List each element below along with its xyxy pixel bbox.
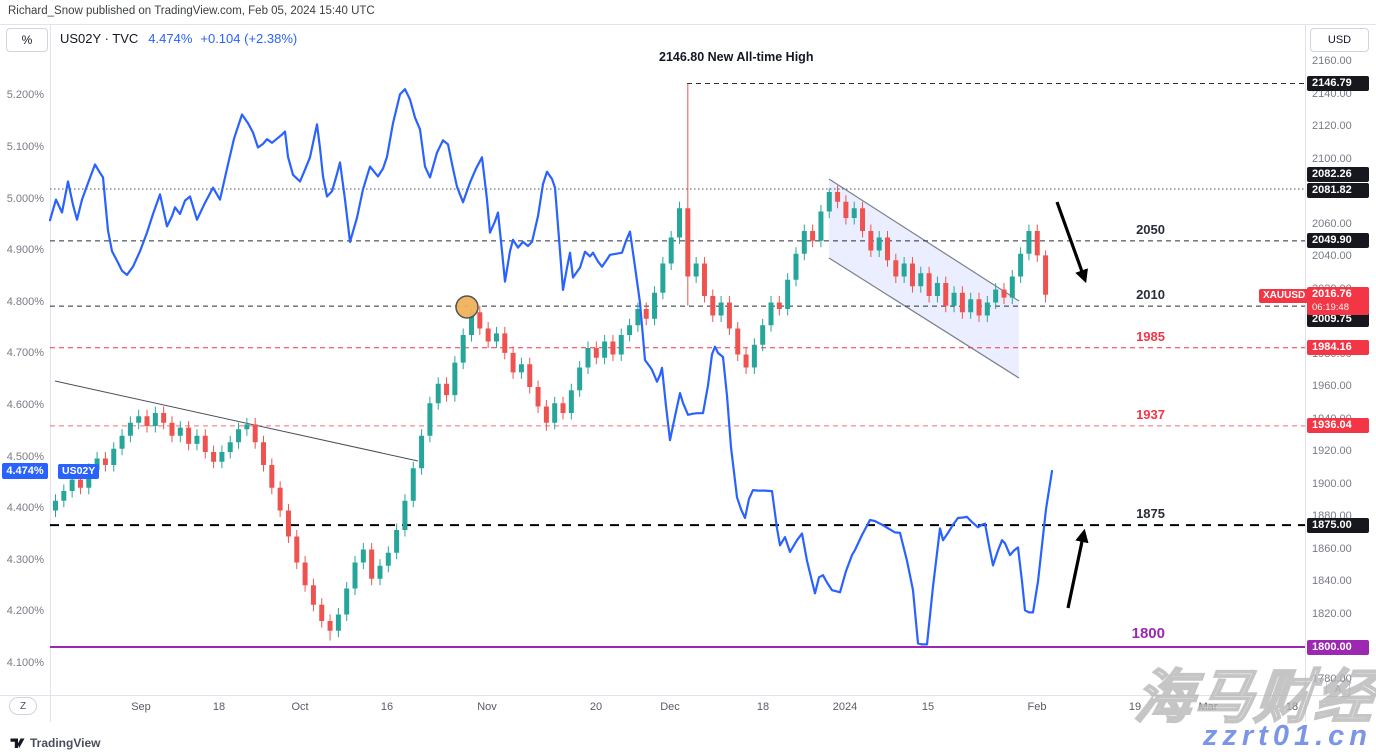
- tradingview-branding[interactable]: TradingView: [10, 735, 100, 750]
- currency-scale-button[interactable]: USD: [1310, 28, 1369, 52]
- xauusd-last-price: 2016.76: [1312, 288, 1352, 301]
- level-label-2010: 2010: [1136, 287, 1165, 303]
- left-axis-tick: 5.100%: [6, 141, 44, 153]
- right-axis-tick: 2120.00: [1312, 120, 1352, 132]
- right-axis-tick: 1860.00: [1312, 542, 1352, 555]
- bar-countdown-timer: 06:19:48: [1312, 302, 1349, 314]
- axis-price-label: 2082.26: [1307, 166, 1369, 182]
- time-axis-divider: [0, 695, 1376, 696]
- xauusd-current-price-label: 2016.76 06:19:48: [1307, 287, 1369, 316]
- symbol-legend[interactable]: US02Y · TVC 4.474% +0.104 (+2.38%): [60, 31, 297, 46]
- time-axis-tick: 19: [1128, 701, 1142, 713]
- time-axis-tick: Feb: [1027, 701, 1047, 713]
- timezone-button[interactable]: Z: [9, 697, 37, 715]
- axis-price-label: 1936.04: [1307, 418, 1369, 434]
- time-axis-tick: 18: [756, 701, 770, 713]
- right-axis-tick: 1780.00: [1312, 672, 1352, 685]
- axis-price-label: 1875.00: [1307, 517, 1369, 533]
- us02y-line-series[interactable]: [48, 88, 1054, 646]
- right-axis-divider: [1305, 24, 1306, 722]
- right-axis-tick: 2060.00: [1312, 217, 1352, 230]
- xauusd-symbol-badge: XAUUSD: [1259, 289, 1310, 303]
- time-axis-tick: 20: [589, 701, 603, 713]
- right-axis-tick: 1820.00: [1312, 607, 1352, 620]
- time-axis-tick: 2024: [832, 701, 858, 713]
- left-axis-tick: 4.800%: [6, 295, 44, 308]
- left-axis-divider: [50, 24, 51, 722]
- axis-price-label: 1984.16: [1307, 340, 1369, 356]
- attribution-text: Richard_Snow published on TradingView.co…: [8, 5, 375, 17]
- level-label-1937: 1937: [1136, 406, 1165, 422]
- trendline-drawing[interactable]: [54, 380, 419, 462]
- time-axis-tick: Oct: [291, 701, 309, 713]
- axis-price-label: 2049.90: [1307, 233, 1369, 249]
- axis-price-label: 2081.82: [1307, 182, 1369, 198]
- legend-last-value: 4.474%: [148, 31, 193, 46]
- time-axis-tick: 18: [212, 701, 226, 713]
- time-axis-tick: Mar: [1198, 701, 1218, 713]
- level-label-1985: 1985: [1136, 328, 1165, 344]
- right-axis-tick: 1920.00: [1312, 445, 1352, 457]
- header-divider: [0, 24, 1376, 25]
- tradingview-logo-icon: [10, 738, 25, 748]
- marker-drawings[interactable]: [455, 201, 1089, 609]
- left-axis-tick: 4.300%: [6, 553, 44, 566]
- right-axis-tick: 2100.00: [1312, 152, 1352, 165]
- axis-price-label: 2146.79: [1307, 75, 1369, 91]
- level-label-2050: 2050: [1136, 221, 1165, 237]
- left-axis-tick: 4.100%: [6, 657, 44, 669]
- us02y-current-value-label: 4.474%: [2, 463, 48, 480]
- time-axis-tick: 18: [1285, 701, 1299, 713]
- right-axis-tick: 2160.00: [1312, 55, 1352, 67]
- left-axis-tick: 4.200%: [6, 605, 44, 618]
- right-axis-tick: 1900.00: [1312, 477, 1352, 490]
- left-axis-tick: 4.400%: [6, 502, 44, 515]
- legend-symbol-title: US02Y · TVC: [60, 31, 139, 46]
- axis-price-label: 2009.75: [1307, 311, 1369, 327]
- right-axis-tick: 1960.00: [1312, 380, 1352, 392]
- time-axis-tick: Nov: [477, 701, 497, 713]
- left-axis-tick: 4.600%: [6, 399, 44, 411]
- time-axis-tick: 16: [380, 701, 394, 713]
- left-axis-tick: 4.700%: [6, 347, 44, 360]
- descending-channel-drawing[interactable]: [828, 178, 1020, 379]
- level-label-1800: 1800: [1131, 625, 1165, 642]
- auto-scale-button[interactable]: A: [1326, 680, 1350, 697]
- right-axis-tick: 2040.00: [1312, 250, 1352, 262]
- percent-scale-button[interactable]: %: [6, 28, 48, 52]
- xauusd-candles-series[interactable]: [53, 83, 1049, 641]
- right-axis-tick: 1840.00: [1312, 575, 1352, 587]
- left-axis-tick: 4.900%: [6, 244, 44, 257]
- time-axis-tick: 15: [921, 701, 935, 713]
- left-axis-tick: 5.000%: [6, 192, 44, 205]
- time-axis-tick: Dec: [660, 701, 680, 713]
- legend-change-value: +0.104 (+2.38%): [200, 31, 298, 46]
- time-axis-tick: Sep: [131, 701, 151, 713]
- us02y-series-flag[interactable]: US02Y: [58, 463, 100, 479]
- left-axis-tick: 5.200%: [6, 89, 44, 102]
- left-axis-tick: 4.500%: [6, 450, 44, 463]
- horizontal-level-lines[interactable]: [50, 82, 1305, 648]
- all-time-high-annotation[interactable]: 2146.80 New All-time High: [659, 50, 814, 64]
- tradingview-brand-text: TradingView: [30, 735, 101, 750]
- level-label-1875: 1875: [1136, 506, 1165, 522]
- axis-price-label: 1800.00: [1307, 639, 1369, 655]
